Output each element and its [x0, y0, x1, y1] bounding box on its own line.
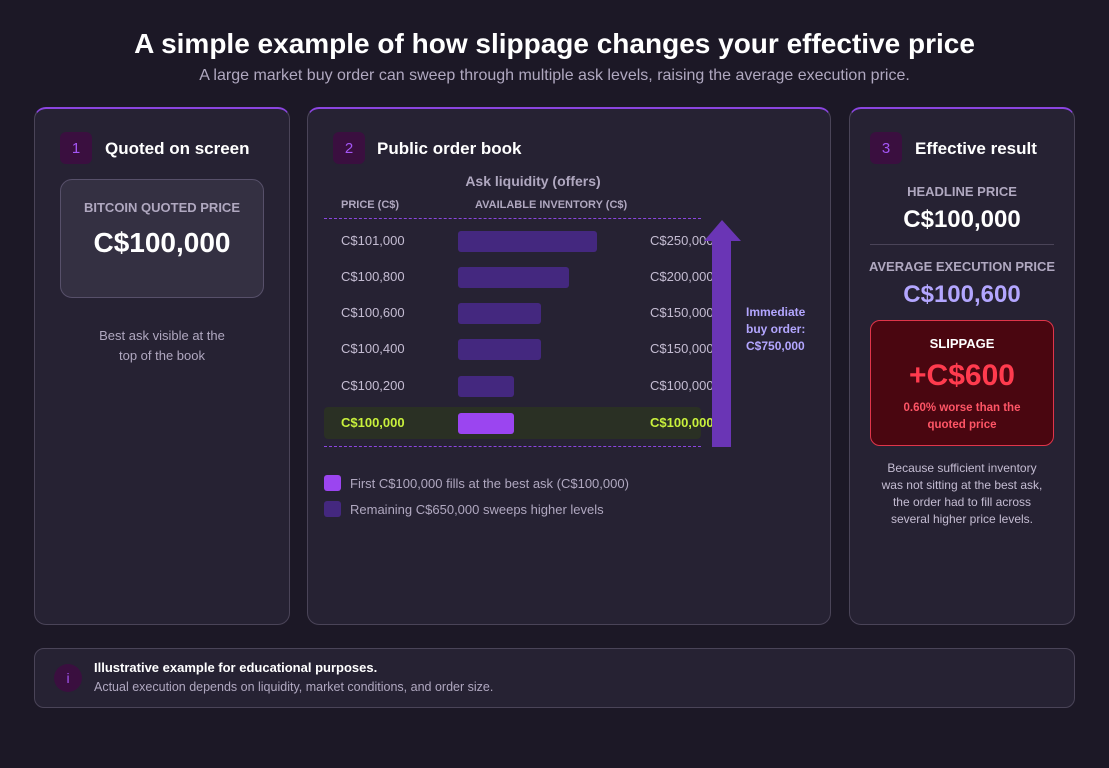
step-badge: 3	[870, 132, 902, 164]
inventory-bar	[458, 230, 597, 252]
headline-label: HEADLINE PRICE	[907, 184, 1017, 199]
price-label: C$100,200	[341, 378, 405, 393]
divider	[324, 446, 701, 447]
price-label: C$100,400	[341, 341, 405, 356]
info-icon: i	[54, 664, 82, 692]
price-card	[60, 179, 264, 298]
title: A simple example of how slippage changes…	[134, 28, 975, 59]
price-label: C$101,000	[341, 233, 405, 248]
buy-arrow	[704, 220, 741, 447]
explanation: Because sufficient inventory was not sit…	[881, 461, 1043, 526]
divider	[324, 218, 701, 219]
inventory-label: C$100,000	[650, 415, 714, 430]
step-badge: 2	[333, 132, 365, 164]
inventory-bar	[458, 375, 514, 397]
separator	[870, 244, 1054, 245]
slippage-label: SLIPPAGE	[929, 336, 995, 351]
inventory-label: C$150,000	[650, 305, 714, 320]
price-label: C$100,600	[341, 305, 405, 320]
footer-text: Actual execution depends on liquidity, m…	[94, 680, 494, 694]
inventory-label: C$250,000	[650, 233, 714, 248]
price-label: C$100,000	[341, 415, 405, 430]
legend-text: First C$100,000 fills at the best ask (C…	[350, 476, 629, 491]
inventory-bar	[458, 338, 542, 360]
price-label: C$100,800	[341, 269, 405, 284]
column-header: AVAILABLE INVENTORY (C$)	[475, 199, 628, 211]
inventory-bar	[458, 412, 514, 434]
panel-order-book	[307, 107, 831, 625]
slippage-note: 0.60% worse than the quoted price	[903, 402, 1021, 431]
inventory-bar	[458, 266, 570, 288]
average-value: C$100,600	[903, 281, 1021, 308]
card-label: BITCOIN QUOTED PRICE	[83, 200, 240, 215]
book-heading: Ask liquidity (offers)	[465, 173, 601, 189]
headline-value: C$100,000	[903, 206, 1021, 233]
card-value: C$100,000	[93, 227, 231, 258]
footer-title: Illustrative example for educational pur…	[94, 660, 378, 675]
average-label: AVERAGE EXECUTION PRICE	[868, 259, 1056, 274]
legend-swatch	[324, 501, 341, 517]
panel-title: Quoted on screen	[105, 139, 250, 158]
slippage-value: +C$600	[909, 359, 1015, 392]
panel-title: Effective result	[915, 139, 1037, 158]
step-badge: 1	[60, 132, 92, 164]
inventory-bar	[458, 302, 542, 324]
subtitle: A large market buy order can sweep throu…	[199, 67, 910, 84]
arrow-shape	[704, 220, 741, 447]
inventory-label: C$150,000	[650, 341, 714, 356]
legend-swatch	[324, 475, 341, 491]
inventory-label: C$200,000	[650, 269, 714, 284]
footer	[34, 648, 1075, 708]
note: Best ask visible at the top of the book	[99, 328, 225, 363]
column-header: PRICE (C$)	[341, 199, 400, 211]
arrow-label: Immediate buy order: C$750,000	[746, 305, 806, 353]
slippage-box	[870, 320, 1054, 446]
panel-title: Public order book	[377, 139, 522, 158]
legend-text: Remaining C$650,000 sweeps higher levels	[350, 502, 604, 517]
inventory-label: C$100,000	[650, 378, 714, 393]
